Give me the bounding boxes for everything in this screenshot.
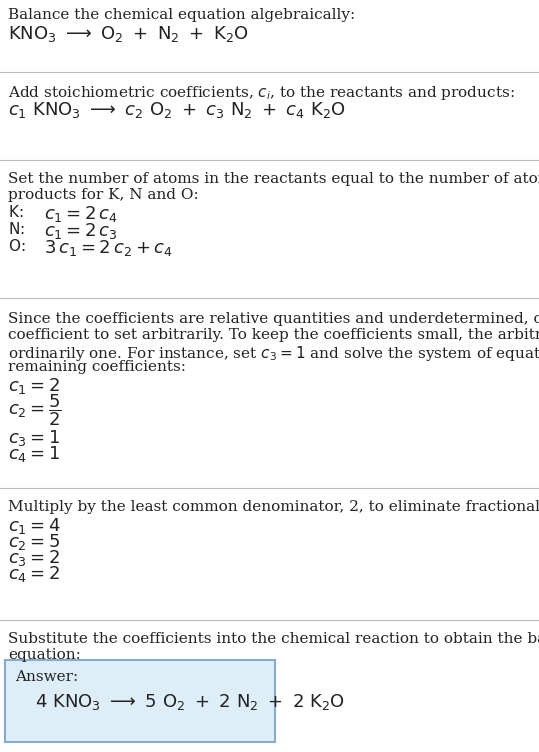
- Text: coefficient to set arbitrarily. To keep the coefficients small, the arbitrary va: coefficient to set arbitrarily. To keep …: [8, 328, 539, 342]
- Text: Balance the chemical equation algebraically:: Balance the chemical equation algebraica…: [8, 8, 355, 22]
- Text: $c_1 = 2\,c_3$: $c_1 = 2\,c_3$: [44, 221, 118, 241]
- Text: $c_1 = 2$: $c_1 = 2$: [8, 376, 60, 396]
- Text: $\mathbf{\mathrm{KNO_3}}$$\ \longrightarrow\ $$\mathrm{O_2}$$\ +\ \mathrm{N_2}$$: $\mathbf{\mathrm{KNO_3}}$$\ \longrightar…: [8, 24, 249, 44]
- Text: ordinarily one. For instance, set $c_3 = 1$ and solve the system of equations fo: ordinarily one. For instance, set $c_3 =…: [8, 344, 539, 363]
- Text: equation:: equation:: [8, 648, 81, 662]
- Text: Answer:: Answer:: [15, 670, 78, 684]
- Text: $\mathrm{O}$:: $\mathrm{O}$:: [8, 238, 25, 254]
- Text: $\mathrm{N}$:: $\mathrm{N}$:: [8, 221, 25, 237]
- Text: $4\ \mathrm{KNO_3}$$\ \longrightarrow\ $$5\ \mathrm{O_2}$$\ +\ 2\ \mathrm{N_2}$$: $4\ \mathrm{KNO_3}$$\ \longrightarrow\ $…: [35, 692, 345, 712]
- Text: $3\,c_1 = 2\,c_2 + c_4$: $3\,c_1 = 2\,c_2 + c_4$: [44, 238, 173, 258]
- Text: $c_1 = 2\,c_4$: $c_1 = 2\,c_4$: [44, 204, 118, 224]
- Text: Since the coefficients are relative quantities and underdetermined, choose a: Since the coefficients are relative quan…: [8, 312, 539, 326]
- Text: products for K, N and O:: products for K, N and O:: [8, 188, 199, 202]
- Text: remaining coefficients:: remaining coefficients:: [8, 360, 186, 374]
- Text: $c_1\ \mathrm{KNO_3}$$\ \longrightarrow\ $$c_2\ \mathrm{O_2}$$\ +\ c_3\ \mathrm{: $c_1\ \mathrm{KNO_3}$$\ \longrightarrow\…: [8, 100, 346, 120]
- Bar: [5, 660, 275, 742]
- Text: $c_2 = 5$: $c_2 = 5$: [8, 532, 60, 552]
- Text: $c_4 = 2$: $c_4 = 2$: [8, 564, 60, 584]
- Text: Set the number of atoms in the reactants equal to the number of atoms in the: Set the number of atoms in the reactants…: [8, 172, 539, 186]
- Text: $\mathrm{K}$:: $\mathrm{K}$:: [8, 204, 23, 220]
- Text: $c_3 = 2$: $c_3 = 2$: [8, 548, 60, 568]
- Text: $c_1 = 4$: $c_1 = 4$: [8, 516, 61, 536]
- Text: Substitute the coefficients into the chemical reaction to obtain the balanced: Substitute the coefficients into the che…: [8, 632, 539, 646]
- Text: Add stoichiometric coefficients, $c_i$, to the reactants and products:: Add stoichiometric coefficients, $c_i$, …: [8, 84, 515, 102]
- Text: $c_4 = 1$: $c_4 = 1$: [8, 444, 60, 464]
- Text: Multiply by the least common denominator, 2, to eliminate fractional coefficient: Multiply by the least common denominator…: [8, 500, 539, 514]
- Text: $c_3 = 1$: $c_3 = 1$: [8, 428, 60, 448]
- Text: $c_2 = \dfrac{5}{2}$: $c_2 = \dfrac{5}{2}$: [8, 392, 62, 428]
